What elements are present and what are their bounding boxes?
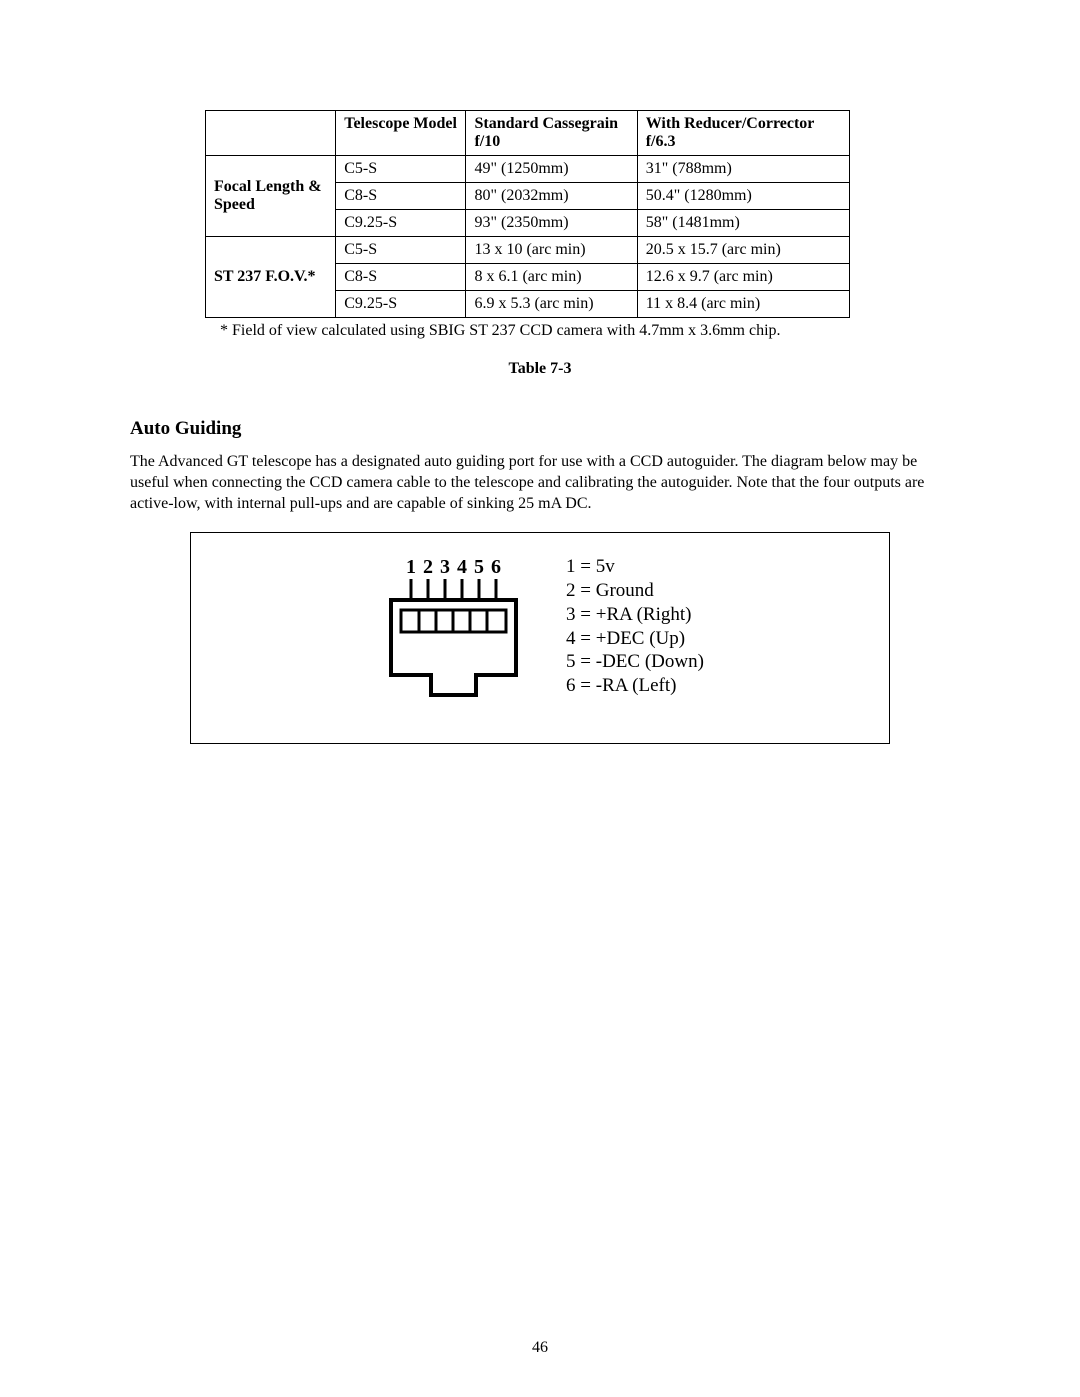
- svg-text:6: 6: [491, 556, 501, 578]
- table-caption: Table 7-3: [130, 360, 950, 378]
- th-model: Telescope Model: [336, 111, 466, 156]
- cell-cass: 6.9 x 5.3 (arc min): [466, 291, 637, 318]
- svg-text:2: 2: [423, 556, 433, 578]
- pin-legend-line: 2 = Ground: [566, 579, 704, 603]
- cell-cass: 13 x 10 (arc min): [466, 237, 637, 264]
- th-cassegrain: Standard Cassegrain f/10: [466, 111, 637, 156]
- cell-model: C8-S: [336, 264, 466, 291]
- cell-red: 50.4" (1280mm): [637, 183, 849, 210]
- svg-text:1: 1: [406, 556, 416, 578]
- svg-text:5: 5: [474, 556, 484, 578]
- page-number: 46: [0, 1339, 1080, 1357]
- th-reducer: With Reducer/Corrector f/6.3: [637, 111, 849, 156]
- rowhead-focal-length: Focal Length & Speed: [206, 156, 336, 237]
- cell-red: 58" (1481mm): [637, 210, 849, 237]
- table-footnote: * Field of view calculated using SBIG ST…: [220, 322, 850, 340]
- cell-model: C9.25-S: [336, 291, 466, 318]
- cell-model: C5-S: [336, 237, 466, 264]
- cell-red: 12.6 x 9.7 (arc min): [637, 264, 849, 291]
- pin-legend-line: 1 = 5v: [566, 555, 704, 579]
- cell-model: C8-S: [336, 183, 466, 210]
- cell-model: C5-S: [336, 156, 466, 183]
- cell-red: 11 x 8.4 (arc min): [637, 291, 849, 318]
- spec-table: Telescope Model Standard Cassegrain f/10…: [205, 110, 850, 318]
- th-blank: [206, 111, 336, 156]
- table-row: Focal Length & Speed C5-S 49" (1250mm) 3…: [206, 156, 850, 183]
- pin-legend-line: 3 = +RA (Right): [566, 603, 704, 627]
- pinout-diagram: 1 2 3 4 5 6: [190, 532, 890, 744]
- cell-cass: 80" (2032mm): [466, 183, 637, 210]
- spec-table-container: Telescope Model Standard Cassegrain f/10…: [205, 110, 850, 318]
- cell-model: C9.25-S: [336, 210, 466, 237]
- rj-jack-icon: 1 2 3 4 5 6: [376, 555, 546, 710]
- pin-legend-line: 6 = -RA (Left): [566, 674, 704, 698]
- rowhead-fov: ST 237 F.O.V.*: [206, 237, 336, 318]
- svg-text:3: 3: [440, 556, 450, 578]
- table-row: ST 237 F.O.V.* C5-S 13 x 10 (arc min) 20…: [206, 237, 850, 264]
- pin-legend-line: 4 = +DEC (Up): [566, 627, 704, 651]
- cell-cass: 8 x 6.1 (arc min): [466, 264, 637, 291]
- cell-cass: 93" (2350mm): [466, 210, 637, 237]
- pin-legend-line: 5 = -DEC (Down): [566, 650, 704, 674]
- cell-red: 31" (788mm): [637, 156, 849, 183]
- cell-red: 20.5 x 15.7 (arc min): [637, 237, 849, 264]
- cell-cass: 49" (1250mm): [466, 156, 637, 183]
- section-heading: Auto Guiding: [130, 418, 950, 440]
- pin-legend: 1 = 5v 2 = Ground 3 = +RA (Right) 4 = +D…: [566, 555, 704, 698]
- svg-text:4: 4: [457, 556, 467, 578]
- section-paragraph: The Advanced GT telescope has a designat…: [130, 452, 950, 514]
